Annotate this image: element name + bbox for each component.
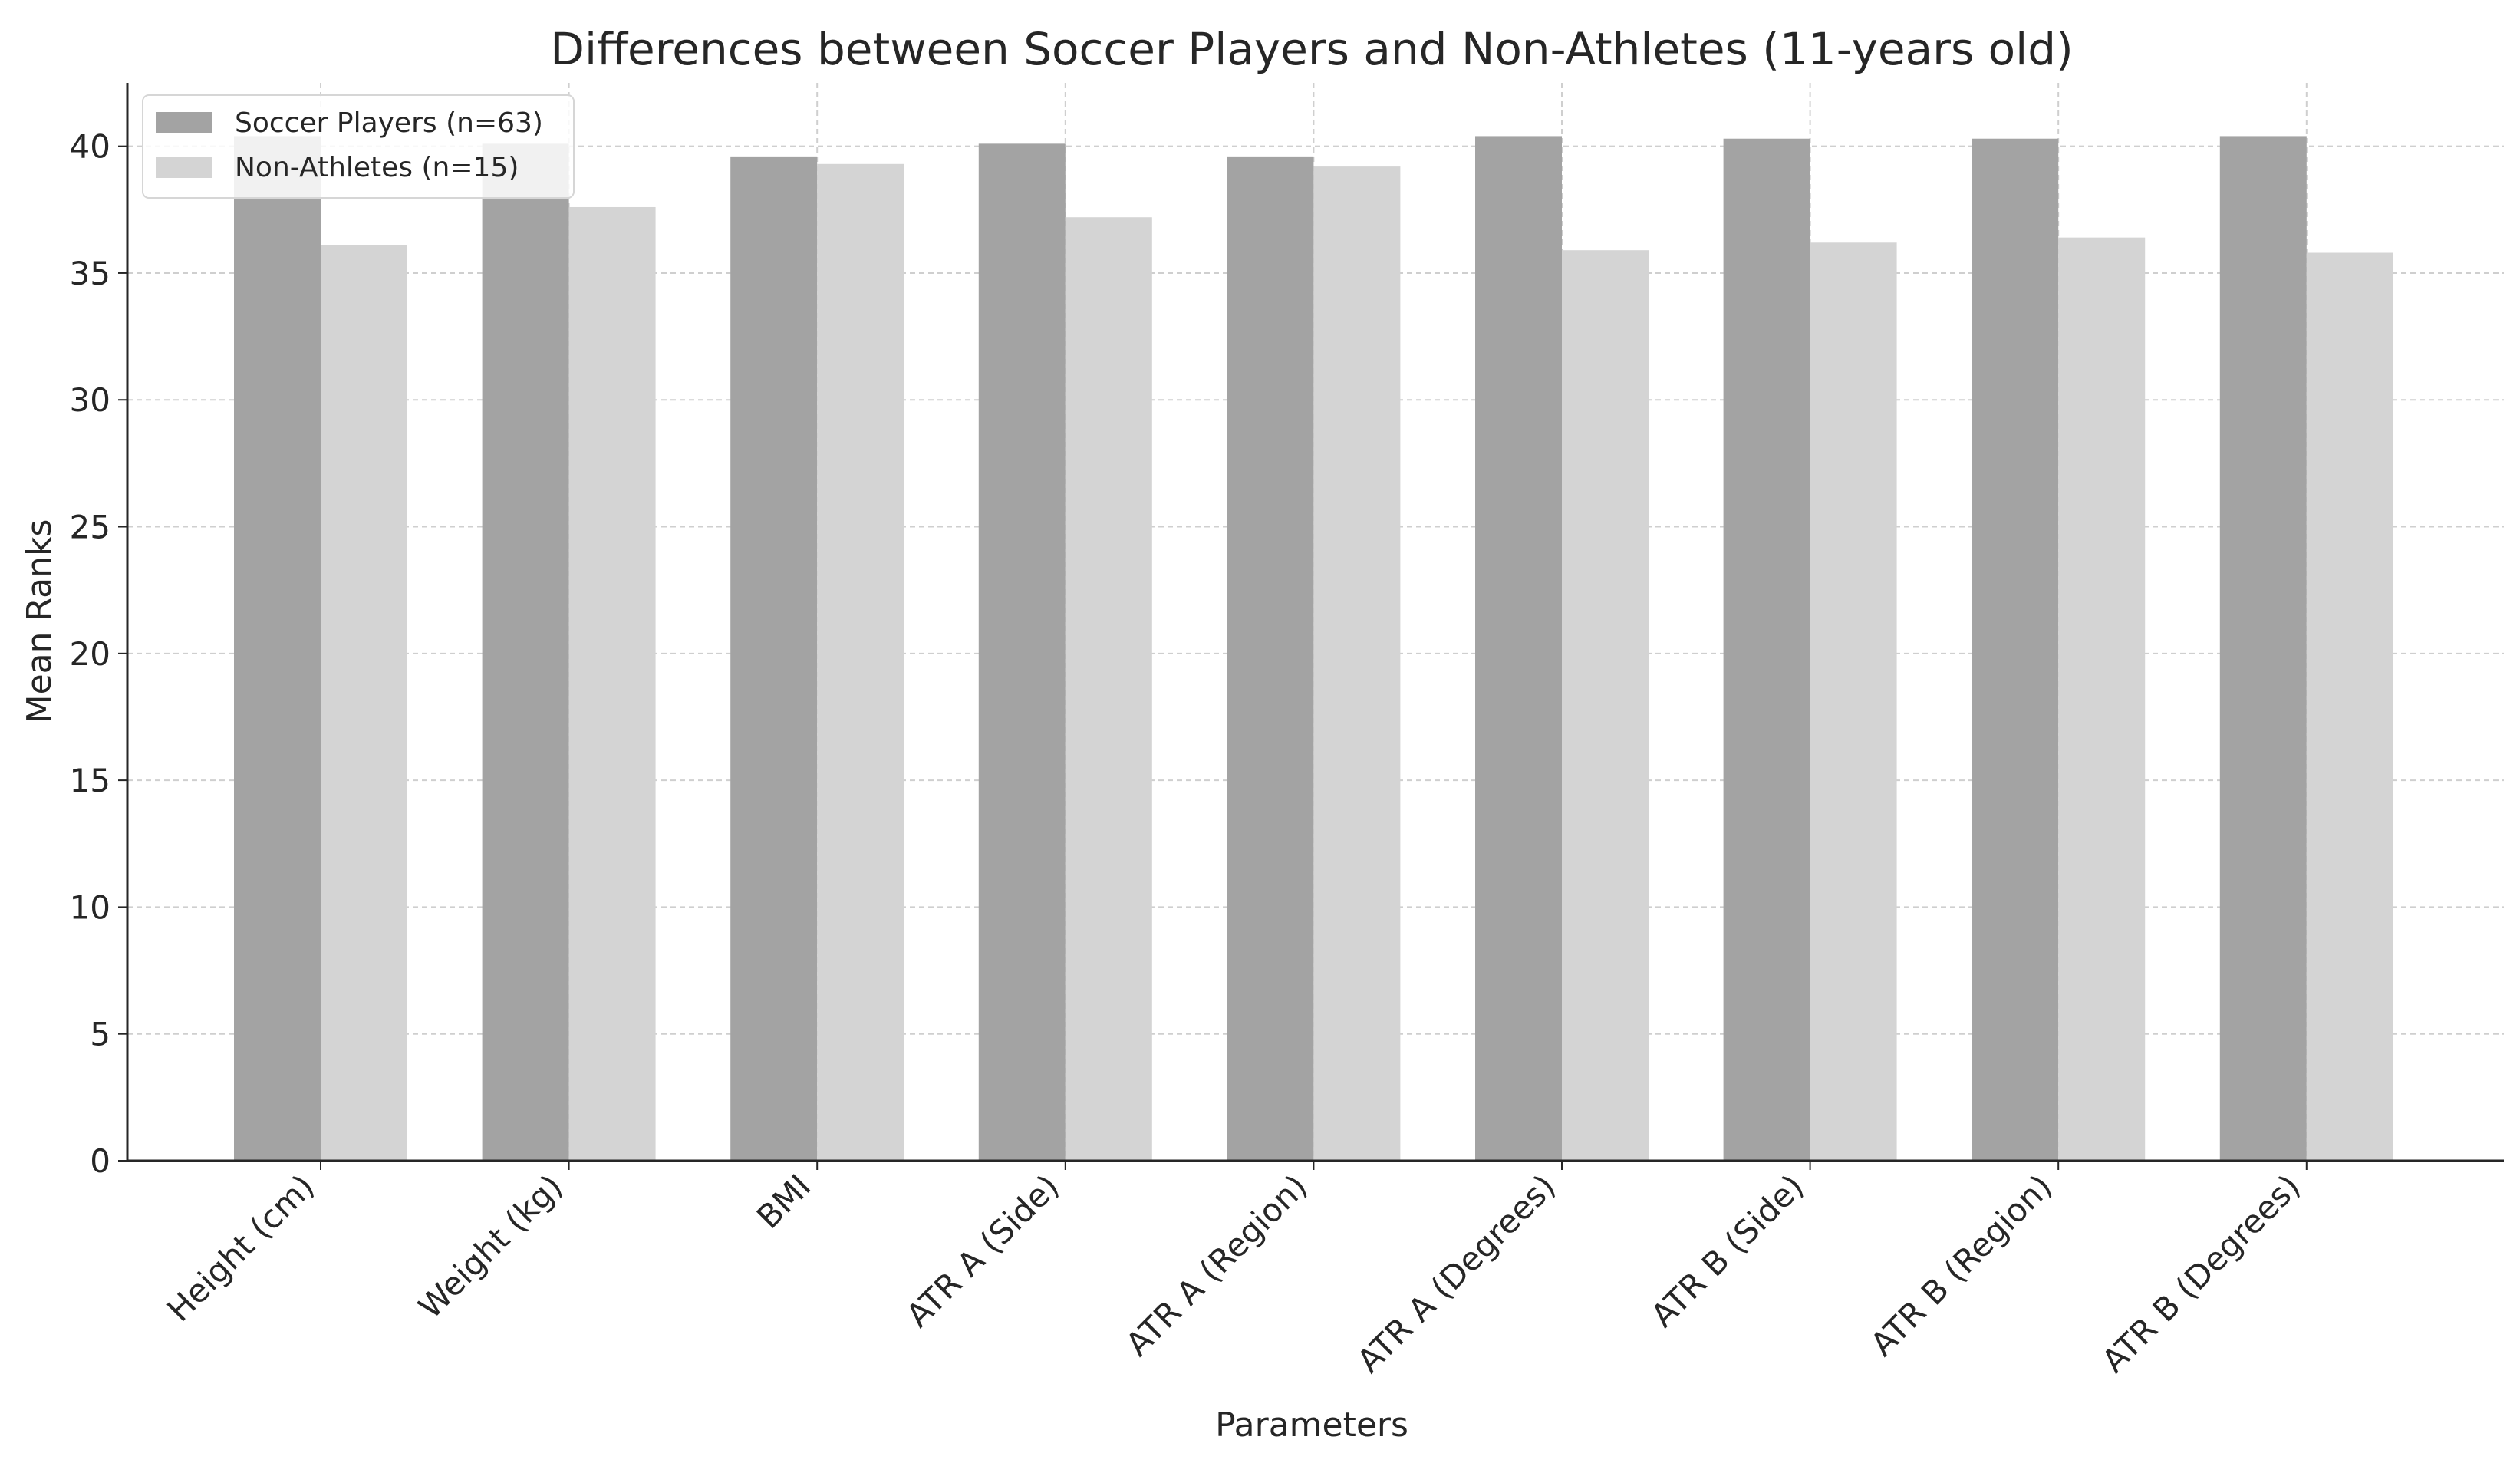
- legend-box: [142, 94, 575, 199]
- x-axis-label: Parameters: [1215, 1405, 1408, 1445]
- bar-non-athletes-n-15-atr-b-side: [1810, 242, 1897, 1161]
- y-tick-label: 0: [90, 1142, 110, 1180]
- x-tick-label-atr-a-side: ATR A (Side): [899, 1167, 1066, 1334]
- legend-swatch-non-athletes: [156, 157, 212, 178]
- x-tick-label-atr-b-degrees: ATR B (Degrees): [2094, 1167, 2307, 1379]
- chart-title: Differences between Soccer Players and N…: [550, 23, 2073, 75]
- legend-label-non-athletes: Non-Athletes (n=15): [235, 152, 519, 183]
- bar-non-athletes-n-15-height-cm: [321, 245, 407, 1162]
- bar-soccer-players-n-63-atr-a-side: [978, 143, 1066, 1161]
- legend-swatch-soccer-players: [156, 112, 212, 133]
- bar-non-athletes-n-15-atr-a-side: [1065, 217, 1152, 1161]
- y-tick-label: 10: [70, 888, 110, 926]
- bar-soccer-players-n-63-height-cm: [234, 136, 321, 1161]
- y-tick-label: 40: [70, 128, 110, 166]
- legend-label-soccer-players: Soccer Players (n=63): [235, 107, 543, 139]
- bar-soccer-players-n-63-atr-b-degrees: [2219, 136, 2307, 1161]
- y-tick-label: 15: [70, 762, 110, 799]
- y-tick-label: 30: [70, 381, 110, 419]
- y-tick-label: 5: [90, 1016, 110, 1053]
- axes: [118, 83, 2504, 1170]
- y-tick-label: 20: [70, 635, 110, 673]
- bar-non-athletes-n-15-atr-b-degrees: [2306, 252, 2393, 1161]
- bar-soccer-players-n-63-atr-b-region: [1972, 138, 2059, 1162]
- x-tick-label-atr-b-region: ATR B (Region): [1863, 1167, 2060, 1363]
- bars: [234, 136, 2393, 1162]
- bar-non-athletes-n-15-weight-kg: [568, 206, 656, 1161]
- y-axis-label: Mean Ranks: [20, 519, 59, 724]
- bar-soccer-players-n-63-atr-a-region: [1227, 156, 1314, 1161]
- y-tick-label: 35: [70, 255, 110, 292]
- bar-non-athletes-n-15-bmi: [817, 163, 904, 1162]
- bar-non-athletes-n-15-atr-a-degrees: [1562, 250, 1649, 1161]
- bar-soccer-players-n-63-atr-b-side: [1723, 138, 1810, 1162]
- x-tick-label-bmi: BMI: [749, 1167, 818, 1235]
- x-tick-label-height-cm: Height (cm): [160, 1167, 321, 1329]
- bar-soccer-players-n-63-bmi: [730, 156, 818, 1161]
- x-tick-label-atr-a-region: ATR A (Region): [1118, 1167, 1314, 1363]
- legend: Soccer Players (n=63) Non-Athletes (n=15…: [142, 94, 575, 199]
- bar-soccer-players-n-63-weight-kg: [482, 143, 569, 1161]
- bar-soccer-players-n-63-atr-a-degrees: [1475, 136, 1562, 1161]
- bar-non-athletes-n-15-atr-b-region: [2058, 237, 2146, 1161]
- x-tick-label-atr-a-degrees: ATR A (Degrees): [1350, 1167, 1563, 1379]
- x-tick-label-weight-kg: Weight (kg): [411, 1167, 570, 1326]
- x-tick-label-atr-b-side: ATR B (Side): [1644, 1167, 1811, 1334]
- bar-non-athletes-n-15-atr-a-region: [1313, 166, 1401, 1161]
- y-tick-label: 25: [70, 509, 110, 546]
